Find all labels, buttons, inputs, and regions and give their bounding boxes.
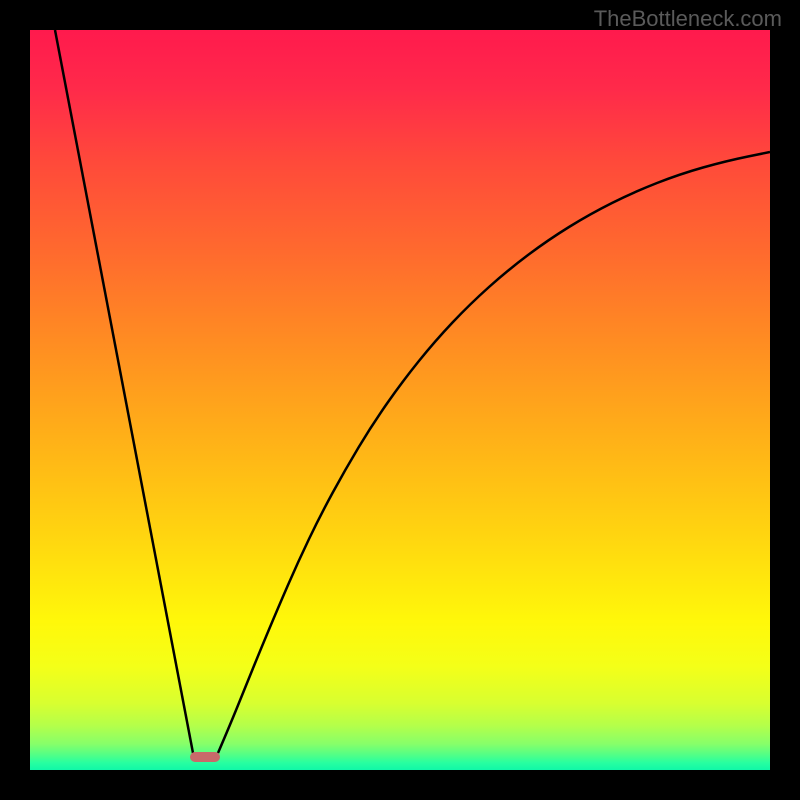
curve-right-branch <box>218 152 770 753</box>
curve-layer <box>30 30 770 770</box>
plot-area <box>30 30 770 770</box>
watermark-text: TheBottleneck.com <box>594 6 782 32</box>
curve-left-branch <box>55 30 193 753</box>
minimum-marker <box>190 752 220 762</box>
